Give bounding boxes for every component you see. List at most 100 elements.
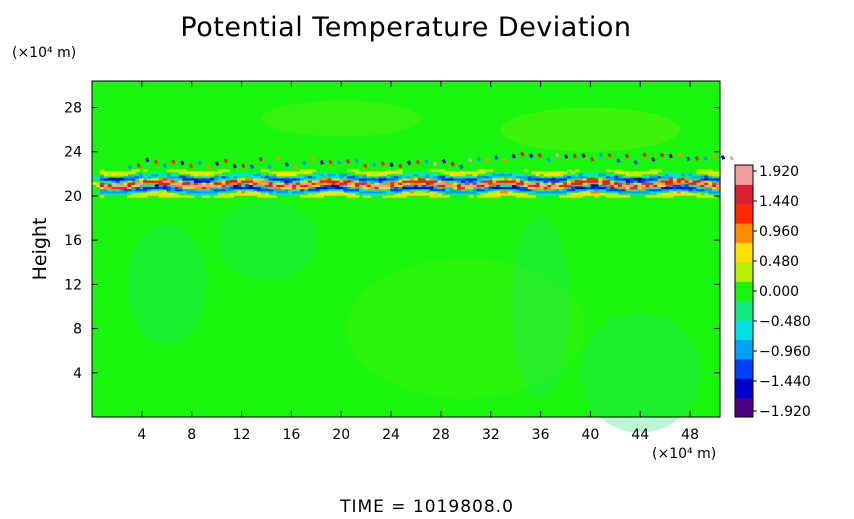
- heatmap-cell: [563, 182, 568, 185]
- heatmap-cell: [665, 192, 670, 196]
- heatmap-cell: [190, 195, 195, 198]
- heatmap-cell: [225, 169, 230, 172]
- heatmap-cell: [280, 182, 285, 185]
- wave-streak: [598, 152, 604, 158]
- heatmap-cell: [378, 175, 384, 179]
- heatmap-cell: [370, 179, 376, 183]
- heatmap-cell: [566, 190, 572, 194]
- heatmap-cell: [182, 169, 187, 172]
- heatmap-cell: [146, 177, 152, 181]
- heatmap-cell: [166, 188, 172, 192]
- heatmap-cell: [143, 179, 148, 183]
- heatmap-cell: [633, 188, 639, 192]
- heatmap-cell: [249, 188, 254, 192]
- heatmap-cell: [515, 177, 521, 181]
- heatmap-cell: [716, 175, 721, 179]
- heatmap-cell: [492, 186, 497, 190]
- heatmap-cell: [425, 177, 431, 181]
- heatmap-cell: [351, 195, 356, 198]
- heatmap-cell: [684, 188, 690, 192]
- heatmap-cell: [182, 177, 187, 181]
- heatmap-cell: [625, 195, 631, 198]
- heatmap-cell: [276, 190, 281, 194]
- heatmap-cell: [139, 192, 144, 196]
- heatmap-cell: [610, 192, 615, 196]
- heatmap-cell: [617, 186, 623, 190]
- heatmap-cell: [166, 192, 172, 196]
- heatmap-cell: [296, 179, 301, 183]
- heatmap-cell: [296, 175, 301, 179]
- heatmap-cell: [480, 188, 486, 192]
- heatmap-cell: [225, 192, 230, 196]
- heatmap-cell: [515, 195, 521, 198]
- heatmap-cell: [684, 175, 690, 179]
- heatmap-cell: [676, 173, 682, 177]
- heatmap-cell: [598, 177, 603, 181]
- heatmap-cell: [249, 177, 254, 181]
- heatmap-cell: [296, 177, 301, 181]
- heatmap-cell: [354, 190, 360, 194]
- heatmap-cell: [594, 175, 599, 179]
- heatmap-cell: [358, 177, 364, 181]
- heatmap-cell: [433, 169, 438, 172]
- heatmap-cell: [625, 186, 631, 190]
- heatmap-cell: [566, 186, 572, 190]
- heatmap-cell: [708, 188, 713, 192]
- heatmap-cell: [131, 188, 136, 192]
- heatmap-cell: [264, 175, 270, 179]
- heatmap-cell: [190, 175, 195, 179]
- heatmap-cell: [378, 173, 384, 177]
- wave-streak: [127, 164, 133, 170]
- heatmap-cell: [162, 184, 168, 188]
- heatmap-cell: [519, 192, 525, 196]
- heatmap-cell: [425, 179, 431, 183]
- wave-streak: [590, 156, 595, 162]
- heatmap-cell: [327, 190, 333, 194]
- heatmap-cell: [107, 188, 113, 192]
- heatmap-cell: [146, 184, 152, 188]
- heatmap-cell: [453, 190, 458, 194]
- heatmap-cell: [696, 188, 701, 192]
- heatmap-cell: [213, 184, 219, 188]
- heatmap-cell: [225, 188, 230, 192]
- heatmap-cell: [433, 175, 438, 179]
- colorbar-segment: [735, 397, 753, 418]
- heatmap-cell: [276, 184, 281, 188]
- heatmap-cell: [500, 186, 505, 190]
- heatmap-cell: [233, 173, 238, 177]
- heatmap-cell: [99, 188, 105, 192]
- heatmap-cell: [292, 182, 297, 185]
- heatmap-cell: [386, 190, 391, 194]
- heatmap-cell: [531, 195, 537, 198]
- heatmap-cell: [511, 192, 517, 196]
- heatmap-cell: [260, 188, 266, 192]
- heatmap-cell: [374, 188, 380, 192]
- heatmap-cell: [256, 195, 262, 198]
- heatmap-cell: [288, 179, 293, 183]
- heatmap-cell: [135, 177, 140, 181]
- heatmap-cell: [492, 175, 497, 179]
- heatmap-cell: [413, 186, 419, 190]
- heatmap-cell: [566, 177, 572, 181]
- heatmap-cell: [205, 186, 211, 190]
- heatmap-cell: [327, 175, 333, 179]
- heatmap-cell: [519, 195, 525, 198]
- heatmap-cell: [150, 179, 156, 183]
- heatmap-cell: [335, 190, 340, 194]
- heatmap-cell: [484, 192, 490, 196]
- heatmap-cell: [252, 179, 258, 183]
- heatmap-cell: [555, 179, 560, 183]
- heatmap-cell: [621, 177, 627, 181]
- heatmap-cell: [315, 188, 321, 192]
- heatmap-cell: [162, 177, 168, 181]
- heatmap-cell: [201, 182, 207, 185]
- heatmap-cell: [146, 175, 152, 179]
- heatmap-cell: [480, 190, 486, 194]
- heatmap-cell: [457, 188, 462, 192]
- heatmap-cell: [249, 190, 254, 194]
- heatmap-cell: [480, 177, 486, 181]
- heatmap-cell: [103, 192, 109, 196]
- heatmap-cell: [716, 184, 721, 188]
- heatmap-cell: [633, 179, 639, 183]
- heatmap-cell: [629, 177, 635, 181]
